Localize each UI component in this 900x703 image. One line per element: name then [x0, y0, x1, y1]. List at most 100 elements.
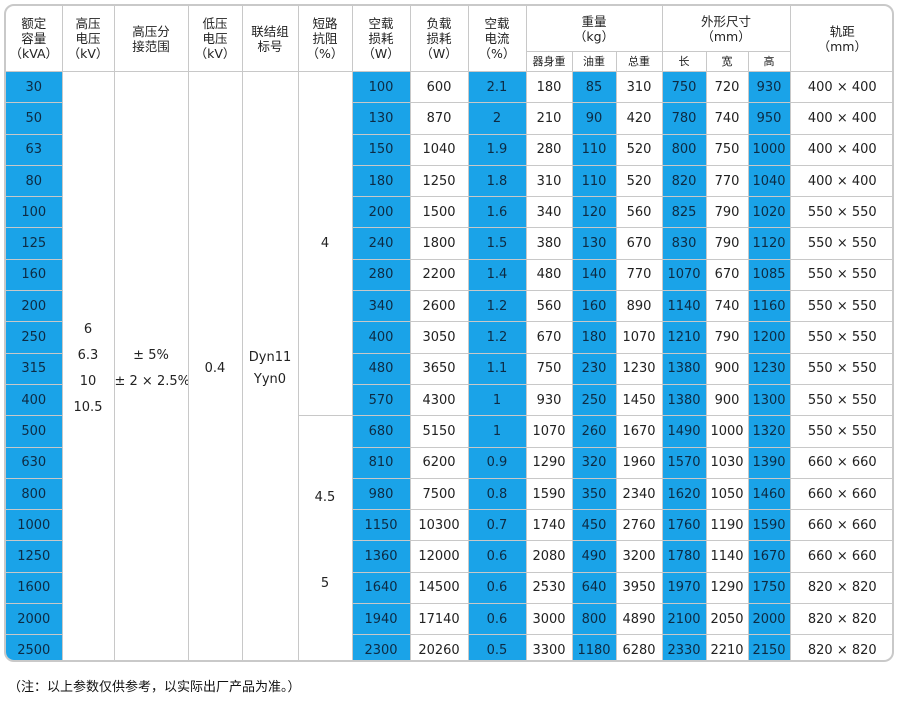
no-load-current-cell: 0.6 [467, 603, 527, 636]
no-load-current-cell: 1.4 [467, 258, 527, 292]
weight-oil-cell: 85 [571, 70, 617, 104]
dim-width-cell: 900 [705, 352, 749, 385]
load-loss-cell: 3050 [409, 321, 469, 354]
load-loss-cell: 4300 [409, 383, 469, 417]
track-gauge-cell: 550 × 550 [789, 383, 892, 417]
dim-length-cell: 2100 [661, 603, 707, 636]
header-hv-tap-range: 高压分 接范围 [113, 6, 189, 72]
dim-height-cell: 1300 [747, 383, 791, 417]
header-weight-total: 总重 [615, 51, 663, 72]
dim-height-cell: 2150 [747, 634, 791, 660]
dim-length-cell: 1570 [661, 446, 707, 479]
track-gauge-cell: 550 × 550 [789, 290, 892, 323]
table-row: 2500 2300 20260 0.5 3300 1180 6280 2330 2210 2150… [6, 634, 892, 660]
load-loss-cell: 17140 [409, 603, 469, 636]
dim-height-cell: 1020 [747, 196, 791, 229]
weight-body-cell: 3300 [525, 634, 573, 660]
weight-oil-cell: 250 [571, 383, 617, 417]
rated-capacity-cell: 2500 [6, 634, 63, 660]
rated-capacity-cell: 100 [6, 196, 63, 229]
dim-width-cell: 740 [705, 290, 749, 323]
weight-total-cell: 520 [615, 133, 663, 166]
weight-body-cell: 670 [525, 321, 573, 354]
weight-body-cell: 280 [525, 133, 573, 166]
track-gauge-cell: 400 × 400 [789, 133, 892, 166]
rated-capacity-cell: 500 [6, 415, 63, 448]
dim-length-cell: 1070 [661, 258, 707, 292]
header-rated-capacity: 额定 容量 （kVA） [6, 6, 63, 72]
hv-tap-range-cell: ± 5% ± 2 × 2.5% [113, 71, 189, 660]
dim-height-cell: 1120 [747, 227, 791, 260]
dim-height-cell: 1590 [747, 509, 791, 542]
header-track-gauge: 轨距 （mm） [789, 6, 892, 72]
no-load-loss-cell: 240 [351, 227, 411, 260]
no-load-current-cell: 0.8 [467, 477, 527, 511]
no-load-loss-cell: 1640 [351, 571, 411, 605]
dim-length-cell: 780 [661, 102, 707, 135]
impedance-cell: 4.5 5 [297, 415, 353, 660]
dim-height-cell: 1750 [747, 571, 791, 605]
header-lv-voltage: 低压 电压 （kV） [187, 6, 243, 72]
weight-body-cell: 1740 [525, 509, 573, 542]
weight-total-cell: 1070 [615, 321, 663, 354]
dim-width-cell: 1140 [705, 540, 749, 573]
dim-width-cell: 1290 [705, 571, 749, 605]
weight-oil-cell: 350 [571, 477, 617, 511]
header-dimensions: 外形尺寸 （mm） [661, 6, 791, 52]
table-row: 400 570 4300 1 930 250 1450 1380 900 1300 550 × 55… [6, 383, 892, 417]
no-load-loss-cell: 1940 [351, 603, 411, 636]
rated-capacity-cell: 250 [6, 321, 63, 354]
dim-width-cell: 2210 [705, 634, 749, 660]
header-weight: 重量 （kg） [525, 6, 663, 52]
dim-length-cell: 1380 [661, 383, 707, 417]
dim-width-cell: 770 [705, 164, 749, 198]
no-load-loss-cell: 130 [351, 102, 411, 135]
weight-total-cell: 4890 [615, 603, 663, 636]
hv-tap-range-cell-value: ± 5% [133, 347, 169, 363]
load-loss-cell: 600 [409, 70, 469, 104]
track-gauge-cell: 550 × 550 [789, 258, 892, 292]
weight-total-cell: 2340 [615, 477, 663, 511]
track-gauge-cell: 660 × 660 [789, 477, 892, 511]
rated-capacity-cell: 30 [6, 70, 63, 104]
dim-width-cell: 2050 [705, 603, 749, 636]
no-load-current-cell: 0.9 [467, 446, 527, 479]
load-loss-cell: 20260 [409, 634, 469, 660]
dim-height-cell: 1390 [747, 446, 791, 479]
rated-capacity-cell: 1000 [6, 509, 63, 542]
dim-height-cell: 930 [747, 70, 791, 104]
table-row: 800 980 7500 0.8 1590 350 2340 1620 1050 1460 660 … [6, 477, 892, 511]
track-gauge-cell: 820 × 820 [789, 634, 892, 660]
no-load-current-cell: 1.1 [467, 352, 527, 385]
dim-height-cell: 1200 [747, 321, 791, 354]
no-load-current-cell: 0.6 [467, 540, 527, 573]
dim-height-cell: 1670 [747, 540, 791, 573]
header-dim-length: 长 [661, 51, 707, 72]
weight-oil-cell: 180 [571, 321, 617, 354]
weight-body-cell: 930 [525, 383, 573, 417]
weight-total-cell: 1960 [615, 446, 663, 479]
weight-total-cell: 560 [615, 196, 663, 229]
header-no-load-loss: 空载 损耗 （W） [351, 6, 411, 72]
track-gauge-cell: 550 × 550 [789, 227, 892, 260]
dim-length-cell: 750 [661, 70, 707, 104]
dim-width-cell: 1050 [705, 477, 749, 511]
table-row: 63 150 1040 1.9 280 110 520 800 750 1000 400 × 400 [6, 133, 892, 166]
load-loss-cell: 2200 [409, 258, 469, 292]
weight-total-cell: 3200 [615, 540, 663, 573]
vector-group-cell: Dyn11 Yyn0 [241, 71, 299, 660]
no-load-current-cell: 1.5 [467, 227, 527, 260]
table-row: 1000 1150 10300 0.7 1740 450 2760 1760 1190 1590 6… [6, 509, 892, 542]
weight-body-cell: 2530 [525, 571, 573, 605]
lv-voltage-cell: 0.4 [187, 71, 243, 660]
no-load-loss-cell: 2300 [351, 634, 411, 660]
track-gauge-cell: 550 × 550 [789, 321, 892, 354]
load-loss-cell: 1500 [409, 196, 469, 229]
dim-width-cell: 790 [705, 227, 749, 260]
no-load-current-cell: 1.2 [467, 290, 527, 323]
header-dim-width: 宽 [705, 51, 749, 72]
load-loss-cell: 870 [409, 102, 469, 135]
dim-width-cell: 900 [705, 383, 749, 417]
spec-table-frame: 额定 容量 （kVA） 高压 电压 （kV） 高压分 接范围 低压 电压 （kV… [4, 4, 894, 662]
weight-oil-cell: 160 [571, 290, 617, 323]
